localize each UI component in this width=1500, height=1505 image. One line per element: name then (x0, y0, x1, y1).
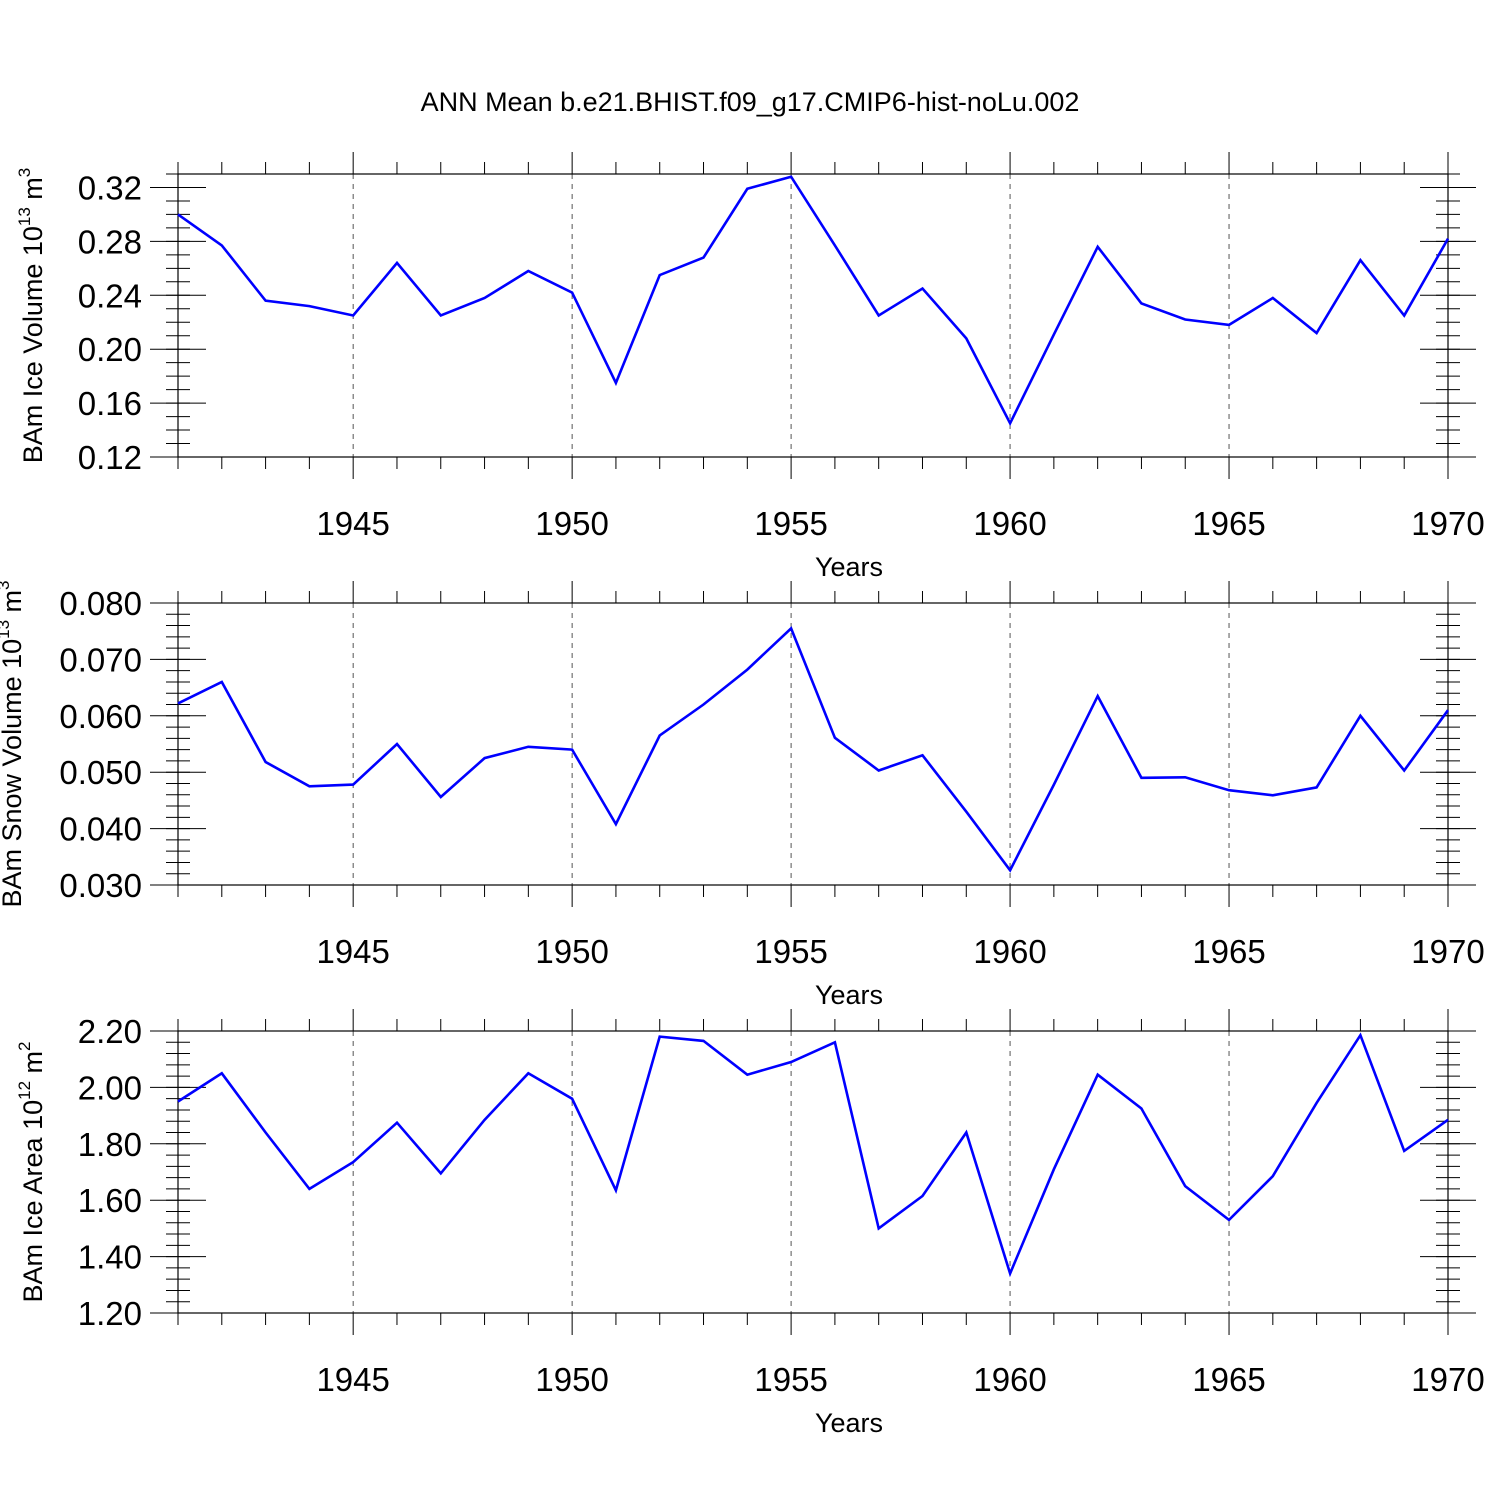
x-tick-label: 1955 (754, 933, 827, 970)
y-tick-label: 1.20 (78, 1295, 142, 1332)
series-line-1 (177, 175, 1450, 427)
y-axis-label-superscript: 3 (0, 580, 13, 589)
x-tick-label: 1965 (1192, 505, 1265, 542)
x-tick-label: 1965 (1192, 1361, 1265, 1398)
plot-frame (177, 602, 1449, 886)
x-axis-label: Years (815, 1408, 883, 1438)
y-axis-label: BAm Snow Volume 1013 m3 (0, 580, 27, 907)
x-tick-label: 1945 (316, 505, 389, 542)
x-tick-label: 1950 (535, 505, 608, 542)
y-tick-label: 0.040 (59, 811, 142, 848)
x-tick-label: 1970 (1411, 505, 1484, 542)
plot-frame (177, 1030, 1449, 1314)
x-tick-label: 1950 (535, 933, 608, 970)
y-axis-label-part: m (0, 590, 27, 620)
y-tick-label: 2.00 (78, 1069, 142, 1106)
y-axis-label-superscript: 2 (15, 1042, 34, 1051)
y-tick-label: 0.20 (78, 331, 142, 368)
y-tick-label: 0.24 (78, 277, 142, 314)
x-tick-label: 1960 (973, 505, 1046, 542)
y-tick-label: 0.16 (78, 385, 142, 422)
x-tick-label: 1960 (973, 933, 1046, 970)
series-line-3 (177, 1032, 1449, 1278)
y-tick-label: 0.32 (78, 169, 142, 206)
panel-2: 0.030 0.040 0.050 0.060 0.070 0.080 1945 1950 19… (0, 580, 1485, 1010)
x-tick-label: 1965 (1192, 933, 1265, 970)
y-tick-label: 0.030 (59, 867, 142, 904)
plot-frame (177, 173, 1449, 458)
y-axis-label-part: BAm Snow Volume 10 (0, 639, 27, 908)
chart-panels: 0.12 0.16 0.20 0.24 0.28 0.32 1945 1950 1955 1960… (0, 152, 1485, 1438)
y-axis-label-part: m (18, 1051, 48, 1081)
y-axis-label-part: m (18, 177, 48, 207)
y-tick-label: 2.20 (78, 1013, 142, 1050)
x-axis-label: Years (815, 552, 883, 582)
y-axis-label-superscript: 3 (15, 168, 34, 177)
panel-3: 1.20 1.40 1.60 1.80 2.00 2.20 1945 1950 1955 1960… (15, 1009, 1485, 1438)
x-tick-label: 1950 (535, 1361, 608, 1398)
x-axis-label: Years (815, 980, 883, 1010)
x-tick-label: 1970 (1411, 933, 1484, 970)
y-axis-label: BAm Ice Volume 1013 m3 (15, 168, 48, 464)
y-tick-label: 0.080 (59, 585, 142, 622)
x-tick-label: 1955 (754, 1361, 827, 1398)
y-axis-label-superscript: 13 (0, 620, 13, 639)
y-axis-label-superscript: 13 (15, 207, 34, 226)
x-tick-label: 1970 (1411, 1361, 1484, 1398)
y-axis-label: BAm Ice Area 1012 m2 (15, 1042, 48, 1303)
panel-1: 0.12 0.16 0.20 0.24 0.28 0.32 1945 1950 1955 1960… (15, 152, 1485, 582)
y-axis-label-superscript: 12 (15, 1081, 34, 1100)
x-tick-label: 1955 (754, 505, 827, 542)
y-tick-label: 1.40 (78, 1239, 142, 1276)
y-tick-label: 1.60 (78, 1182, 142, 1219)
series-line-2 (177, 626, 1450, 873)
y-tick-label: 0.070 (59, 641, 142, 678)
y-tick-label: 0.050 (59, 754, 142, 791)
y-tick-label: 0.060 (59, 698, 142, 735)
y-axis-label-part: BAm Ice Area 10 (18, 1100, 48, 1303)
x-tick-label: 1960 (973, 1361, 1046, 1398)
y-tick-label: 0.12 (78, 439, 142, 476)
y-tick-label: 1.80 (78, 1126, 142, 1163)
y-axis-label-part: BAm Ice Volume 10 (18, 226, 48, 463)
x-tick-label: 1945 (316, 1361, 389, 1398)
chart-title: ANN Mean b.e21.BHIST.f09_g17.CMIP6-hist-… (421, 87, 1080, 117)
y-tick-label: 0.28 (78, 223, 142, 260)
x-tick-label: 1945 (316, 933, 389, 970)
